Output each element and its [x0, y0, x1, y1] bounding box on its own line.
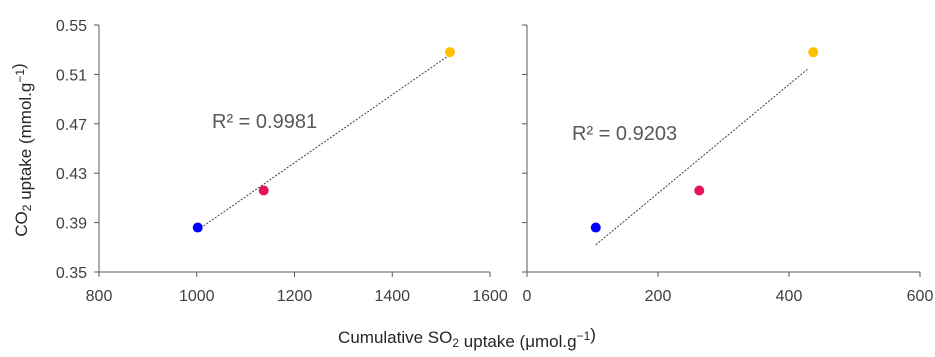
x-tick-label: 800	[86, 288, 113, 305]
x-tick-label: 600	[907, 288, 934, 305]
x-tick-label: 1200	[277, 288, 313, 305]
chart-panel-1: 800 1000 1200 1400 1600 0.35 0.39 0.43 0.47 0.51 0…	[56, 18, 508, 305]
chart-panel-2: 0 200 400 600 R² = 0.9203	[522, 24, 934, 305]
data-point	[444, 47, 455, 58]
y-tick-label: 0.35	[56, 265, 87, 282]
data-point	[192, 222, 203, 233]
y-tick-label: 0.51	[56, 67, 87, 84]
data-point	[808, 47, 819, 58]
y-tick-label: 0.39	[56, 216, 87, 233]
x-tick-label: 200	[645, 288, 672, 305]
y-tick-label: 0.43	[56, 166, 87, 183]
data-point	[694, 185, 705, 196]
r-squared-label: R² = 0.9203	[572, 123, 677, 145]
y-tick-label: 0.55	[56, 18, 87, 35]
x-tick-label: 0	[523, 288, 532, 305]
r-squared-label: R² = 0.9981	[212, 111, 317, 133]
y-tick-label: 0.47	[56, 117, 87, 134]
y-axis-title: CO2 uptake (mmol.g−1)	[9, 63, 35, 236]
trendline	[197, 54, 451, 231]
x-tick-label: 400	[776, 288, 803, 305]
data-point	[590, 222, 601, 233]
x-tick-label: 1600	[472, 288, 508, 305]
x-axis-title: Cumulative SO2 uptake (μmol.g−1)	[338, 325, 596, 351]
x-tick-label: 1400	[374, 288, 410, 305]
data-point	[258, 185, 269, 196]
x-tick-label: 1000	[179, 288, 215, 305]
trendline	[595, 67, 809, 246]
